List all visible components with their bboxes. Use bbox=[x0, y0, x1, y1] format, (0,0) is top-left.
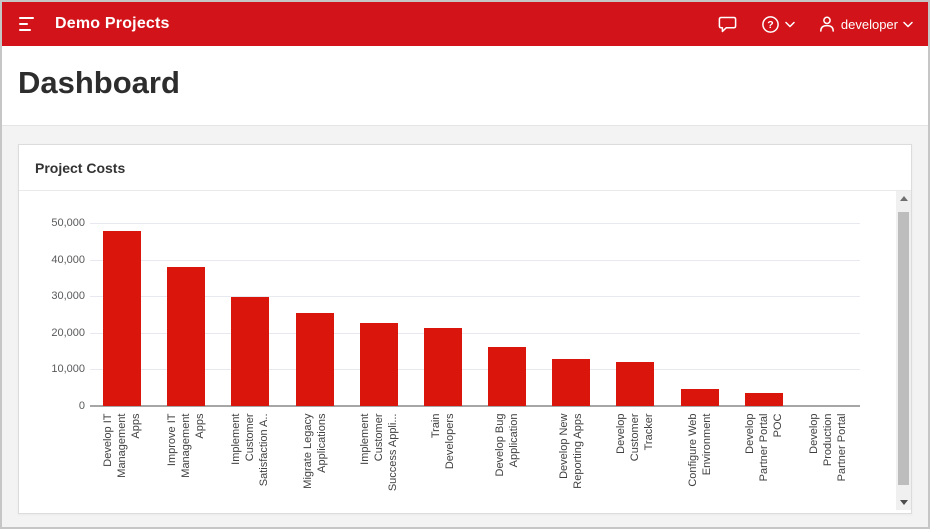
menu-icon bbox=[19, 17, 34, 19]
y-axis-tick-label: 50,000 bbox=[51, 217, 85, 229]
bar-slot bbox=[411, 223, 475, 406]
x-axis-tick: Develop Partner Portal POC bbox=[732, 413, 796, 509]
page-body: Project Costs 0 10,000 20,000 30,000 40,000 5… bbox=[2, 126, 928, 527]
chat-bubble-icon bbox=[718, 16, 737, 32]
x-axis-tick: Implement Customer Success Appli... bbox=[347, 413, 411, 509]
scroll-down-button[interactable] bbox=[896, 495, 911, 510]
triangle-up-icon bbox=[899, 196, 908, 201]
chevron-down-icon bbox=[785, 21, 795, 27]
person-icon bbox=[819, 16, 834, 32]
x-axis-tick-label: Develop Bug Application bbox=[494, 413, 521, 477]
bar[interactable] bbox=[167, 267, 206, 406]
chevron-down-icon bbox=[903, 21, 913, 27]
x-axis-labels: Develop IT Management Apps Improve IT Man… bbox=[90, 413, 860, 509]
bar[interactable] bbox=[616, 362, 655, 406]
bar[interactable] bbox=[488, 347, 527, 406]
y-axis-tick-label: 30,000 bbox=[51, 290, 85, 303]
page-title: Dashboard bbox=[18, 65, 180, 100]
x-axis-tick-label: Develop New Reporting Apps bbox=[558, 413, 585, 489]
help-menu-button[interactable]: ? bbox=[761, 15, 795, 34]
x-axis-tick-label: Configure Web Environment bbox=[686, 413, 713, 487]
gridline bbox=[90, 223, 860, 224]
bar[interactable] bbox=[359, 323, 398, 406]
plot-area bbox=[90, 223, 860, 407]
x-axis-tick-label: Train Developers bbox=[429, 413, 456, 470]
bar[interactable] bbox=[295, 313, 334, 406]
feedback-button[interactable] bbox=[717, 15, 738, 34]
x-axis-tick: Train Developers bbox=[411, 413, 475, 509]
gridline bbox=[90, 369, 860, 371]
x-axis-tick: Develop Bug Application bbox=[475, 413, 539, 509]
x-axis-tick-label: Implement Customer Satisfaction A.. bbox=[230, 413, 271, 487]
x-axis-tick-label: Develop Partner Portal POC bbox=[743, 413, 784, 482]
app-title: Demo Projects bbox=[55, 15, 170, 32]
x-axis-tick: Develop Customer Tracker bbox=[603, 413, 667, 509]
scroll-up-button[interactable] bbox=[896, 191, 911, 206]
x-axis-tick: Implement Customer Satisfaction A.. bbox=[218, 413, 282, 509]
bar-slot bbox=[90, 223, 154, 406]
scrollbar-thumb[interactable] bbox=[898, 212, 909, 485]
gridline bbox=[90, 259, 860, 261]
x-axis-tick-label: Develop IT Management Apps bbox=[102, 413, 143, 478]
card-title: Project Costs bbox=[19, 145, 911, 191]
bar[interactable] bbox=[680, 389, 719, 406]
y-axis-tick-label: 10,000 bbox=[51, 363, 85, 376]
bar-slot bbox=[539, 223, 603, 406]
svg-text:?: ? bbox=[767, 19, 773, 31]
gridline bbox=[90, 332, 860, 334]
bar-slot bbox=[732, 223, 796, 406]
help-circle-icon: ? bbox=[762, 15, 779, 33]
bar[interactable] bbox=[103, 231, 142, 406]
project-costs-card: Project Costs 0 10,000 20,000 30,000 40,000 5… bbox=[18, 144, 912, 514]
x-axis-tick: Develop IT Management Apps bbox=[90, 413, 154, 509]
user-menu-button[interactable]: developer bbox=[818, 15, 913, 33]
app-header: Demo Projects ? bbox=[2, 2, 928, 46]
bar-slot bbox=[475, 223, 539, 406]
y-axis-tick-label: 40,000 bbox=[51, 253, 85, 266]
vertical-scrollbar[interactable] bbox=[896, 191, 911, 510]
menu-button[interactable] bbox=[17, 11, 36, 37]
x-axis-tick-label: Migrate Legacy Applications bbox=[301, 413, 328, 489]
y-axis-tick-label: 20,000 bbox=[51, 326, 85, 339]
x-axis-tick: Develop Production Partner Portal bbox=[796, 413, 860, 509]
x-axis-tick-label: Develop Customer Tracker bbox=[615, 413, 656, 462]
x-axis-tick: Improve IT Management Apps bbox=[154, 413, 218, 509]
bar-slot bbox=[603, 223, 667, 406]
header-actions: ? developer bbox=[717, 15, 913, 34]
page-title-bar: Dashboard bbox=[2, 46, 928, 126]
x-axis-line bbox=[90, 405, 860, 407]
x-axis-tick-label: Implement Customer Success Appli... bbox=[358, 413, 399, 492]
bar[interactable] bbox=[552, 359, 591, 406]
y-axis: 0 10,000 20,000 30,000 40,000 50,000 bbox=[19, 191, 85, 510]
bar-slot bbox=[154, 223, 218, 406]
bar[interactable] bbox=[744, 393, 783, 406]
chart-region: 0 10,000 20,000 30,000 40,000 50,000 Develop … bbox=[19, 191, 911, 510]
x-axis-tick-label: Improve IT Management Apps bbox=[166, 413, 207, 478]
x-axis-tick: Migrate Legacy Applications bbox=[283, 413, 347, 509]
triangle-down-icon bbox=[899, 500, 908, 505]
bar-slot bbox=[218, 223, 282, 406]
gridline bbox=[90, 296, 860, 298]
bar[interactable] bbox=[231, 297, 270, 406]
x-axis-tick-label: Develop Production Partner Portal bbox=[807, 413, 848, 482]
x-axis-tick: Develop New Reporting Apps bbox=[539, 413, 603, 509]
bar-slot bbox=[283, 223, 347, 406]
y-axis-tick-label: 0 bbox=[78, 400, 85, 412]
bar-slot bbox=[668, 223, 732, 406]
bar-slot bbox=[347, 223, 411, 406]
bar-slot bbox=[796, 223, 860, 406]
bar[interactable] bbox=[423, 328, 462, 406]
x-axis-tick: Configure Web Environment bbox=[668, 413, 732, 509]
user-name: developer bbox=[840, 16, 898, 32]
bar-series bbox=[90, 223, 860, 406]
